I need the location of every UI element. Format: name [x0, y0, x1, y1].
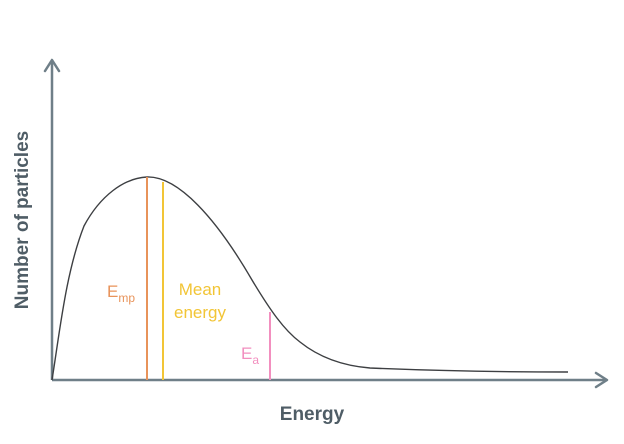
distribution-curve	[51, 176, 569, 381]
x-axis-title: Energy	[280, 404, 345, 425]
y-axis-arrowhead	[43, 58, 61, 73]
mean-energy-label-line1: Mean	[179, 280, 222, 299]
most-probable-energy-label: Emp	[107, 282, 135, 305]
y-axis-title: Number of particles	[12, 131, 33, 309]
mean-energy-label-line2: energy	[174, 303, 226, 322]
activation-energy-label: Ea	[241, 344, 259, 367]
x-axis-arrowhead	[594, 371, 609, 389]
